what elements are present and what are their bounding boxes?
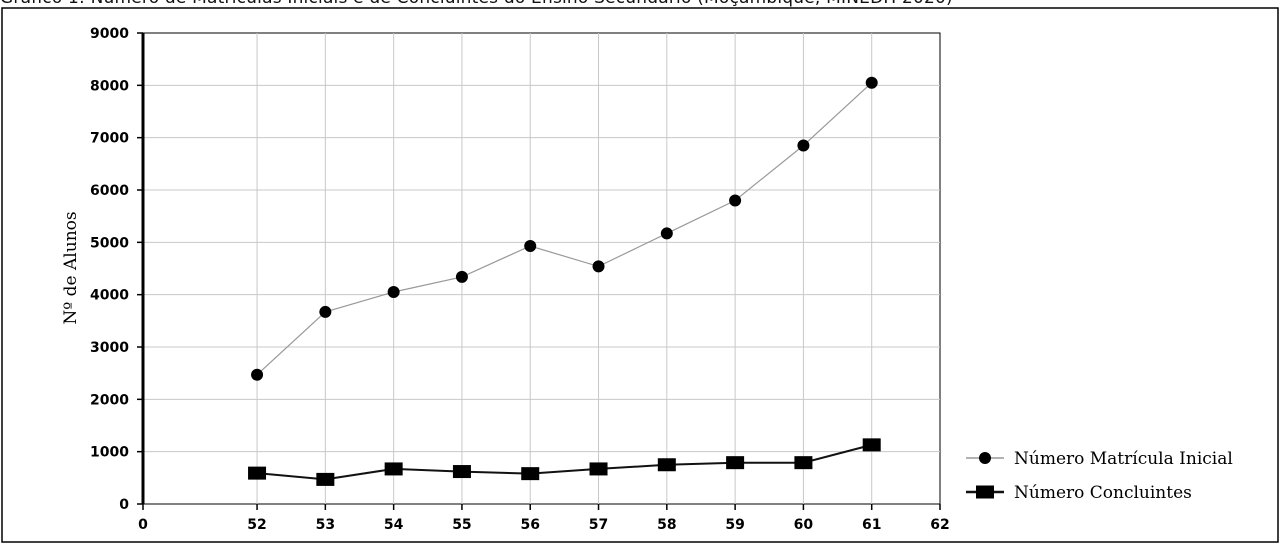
data-point (316, 472, 335, 486)
legend-item: Número Matrícula Inicial (966, 449, 1233, 469)
plot-background (142, 32, 941, 505)
x-tick-label: 59 (725, 517, 744, 533)
x-tick-label: 56 (520, 517, 539, 533)
data-point (589, 462, 608, 476)
legend-label: Número Concluintes (1014, 483, 1192, 503)
y-tick-label: 5000 (90, 235, 129, 251)
x-tick-label: 54 (384, 517, 404, 533)
x-axis-ticks: 0 52 53 54 55 56 57 58 59 60 61 62 (138, 504, 950, 533)
series-line (257, 443, 872, 481)
series-line (256, 82, 873, 376)
plot-area: 0 1000 2000 3000 4000 5000 6000 7000 8000 9000 0 5… (90, 26, 950, 533)
data-point (726, 456, 745, 470)
figure-title-fragment: Gráfico 1: Número de Matrículas Iniciais… (0, 0, 1281, 8)
data-point (794, 456, 813, 470)
data-point (387, 286, 400, 299)
y-axis-title: Nº de Alunos (61, 211, 81, 324)
data-point (319, 305, 332, 318)
series-1 (251, 76, 878, 381)
data-point (657, 458, 676, 472)
legend-marker (976, 485, 994, 499)
y-tick-label: 1000 (90, 445, 129, 461)
data-point (865, 76, 878, 89)
data-point (251, 368, 264, 381)
data-point (452, 465, 471, 479)
series-layer (248, 76, 881, 486)
series-2 (248, 438, 881, 486)
data-point (248, 466, 267, 480)
data-point (797, 139, 810, 152)
y-tick-label: 4000 (90, 288, 129, 304)
data-point (455, 270, 468, 283)
data-point (862, 438, 881, 452)
x-tick-label: 62 (930, 517, 949, 533)
y-tick-label: 0 (119, 497, 129, 513)
x-tick-label: 52 (247, 517, 266, 533)
x-tick-label: 61 (862, 517, 881, 533)
grid (143, 33, 940, 504)
x-tick-label: 55 (452, 517, 471, 533)
legend-label: Número Matrícula Inicial (1014, 449, 1233, 469)
x-tick-label: 60 (794, 517, 814, 533)
y-tick-label: 9000 (90, 26, 129, 42)
y-tick-label: 7000 (90, 131, 129, 147)
legend-item: Número Concluintes (966, 483, 1192, 503)
x-tick-label: 58 (657, 517, 676, 533)
x-tick-label: 57 (589, 517, 608, 533)
data-point (660, 227, 673, 240)
x-tick-label: 53 (316, 517, 335, 533)
data-point (729, 194, 742, 207)
y-tick-label: 3000 (90, 340, 129, 356)
legend-marker (979, 452, 991, 464)
legend: Número Matrícula Inicial Número Concluint… (966, 449, 1233, 503)
outer-border (1, 7, 1279, 543)
x-tick-label: 0 (138, 517, 148, 533)
data-point (592, 260, 605, 273)
y-axis-ticks: 0 1000 2000 3000 4000 5000 6000 7000 8000 9000 (90, 26, 143, 513)
data-point (384, 462, 403, 476)
data-point (524, 239, 537, 252)
y-tick-label: 2000 (90, 392, 129, 408)
y-tick-label: 6000 (90, 183, 129, 199)
y-tick-label: 8000 (90, 78, 129, 94)
data-point (521, 467, 540, 481)
